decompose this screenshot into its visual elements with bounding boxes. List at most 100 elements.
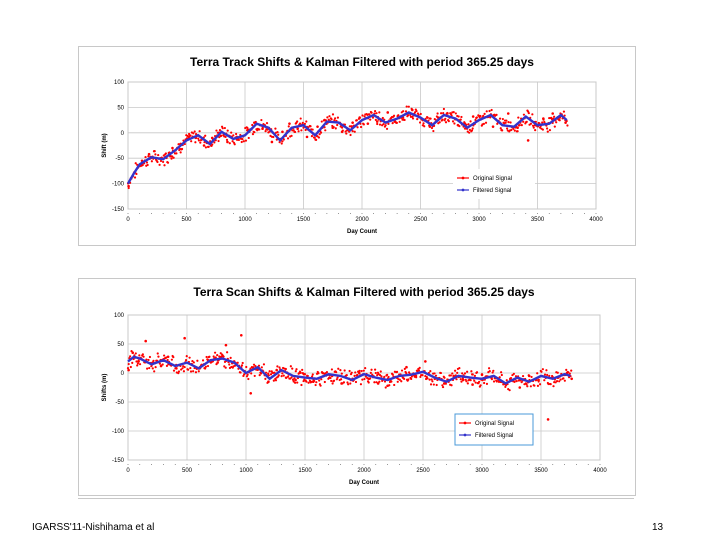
original-signal-point: [224, 343, 228, 347]
original-signal-point: [177, 143, 180, 146]
original-signal-point: [302, 372, 306, 376]
original-signal-point: [553, 125, 556, 128]
original-signal-point: [467, 123, 470, 126]
original-signal-point: [362, 369, 365, 372]
original-signal-point: [346, 381, 349, 384]
original-signal-point: [137, 360, 140, 363]
x-tick-label: 3000: [472, 217, 486, 223]
original-signal-point: [417, 369, 421, 372]
original-signal-point: [224, 366, 227, 369]
original-signal-point: [171, 146, 174, 150]
original-signal-point: [265, 122, 269, 125]
original-signal-point: [418, 366, 421, 369]
original-signal-point: [306, 374, 309, 378]
original-signal-point: [191, 359, 194, 363]
x-tick-label: 3500: [534, 468, 548, 474]
legend-label: Filtered Signal: [475, 433, 513, 439]
legend-box: [454, 413, 534, 446]
original-signal-point: [264, 377, 267, 380]
scan-shift-chart: Terra Scan Shifts & Kalman Filtered with…: [78, 278, 636, 496]
original-signal-point: [206, 364, 210, 368]
original-signal-point: [378, 380, 381, 383]
original-signal-point: [543, 379, 546, 382]
original-signal-point: [241, 361, 244, 365]
original-signal-point: [505, 379, 508, 382]
original-signal-point: [374, 371, 377, 375]
original-signal-point: [275, 368, 278, 372]
original-signal-point: [267, 380, 270, 383]
original-signal-point: [331, 126, 335, 130]
original-signal-point: [340, 382, 343, 385]
original-signal-point: [456, 371, 459, 374]
original-signal-point: [452, 374, 455, 378]
original-signal-point: [187, 132, 191, 136]
original-signal-point: [400, 380, 403, 383]
original-signal-point: [215, 129, 218, 132]
original-signal-point: [170, 157, 173, 160]
original-signal-point: [541, 368, 544, 371]
original-signal-point: [301, 368, 304, 371]
original-signal-point: [180, 147, 184, 151]
original-signal-point: [183, 336, 186, 340]
original-signal-point: [536, 372, 539, 375]
original-signal-point: [375, 120, 379, 123]
original-signal-point: [527, 374, 531, 378]
original-signal-point: [323, 118, 326, 122]
original-signal-point: [314, 383, 317, 387]
original-signal-point: [269, 373, 273, 376]
original-signal-point: [296, 127, 299, 131]
original-signal-point: [177, 370, 181, 373]
original-signal-point: [213, 141, 216, 144]
original-signal-point: [510, 128, 513, 132]
original-signal-point: [474, 118, 477, 122]
original-signal-point: [525, 120, 528, 123]
original-signal-point: [286, 375, 290, 378]
original-signal-point: [293, 381, 297, 384]
original-signal-point: [148, 366, 151, 370]
x-tick-label: 2500: [416, 468, 430, 474]
original-signal-point: [177, 372, 180, 375]
original-signal-point: [287, 125, 290, 128]
original-signal-point: [292, 380, 295, 383]
original-signal-point: [249, 392, 253, 395]
original-signal-point: [500, 371, 503, 374]
original-signal-point: [147, 155, 150, 158]
original-signal-point: [397, 114, 400, 117]
original-signal-point: [556, 371, 559, 374]
original-signal-point: [141, 353, 144, 356]
original-signal-point: [482, 122, 486, 125]
original-signal-point: [260, 118, 263, 122]
original-signal-point: [451, 372, 454, 375]
original-signal-point: [345, 132, 348, 135]
original-signal-point: [526, 385, 529, 388]
original-signal-point: [298, 122, 302, 125]
original-signal-point: [204, 146, 208, 149]
original-signal-point: [350, 371, 353, 374]
original-signal-point: [141, 163, 144, 167]
original-signal-point: [568, 372, 571, 375]
original-signal-point: [563, 114, 566, 117]
original-signal-point: [291, 367, 294, 370]
original-signal-point: [541, 128, 544, 131]
original-signal-point: [315, 138, 318, 141]
original-signal-point: [127, 186, 130, 190]
original-signal-point: [392, 114, 396, 117]
original-signal-point: [157, 153, 160, 157]
original-signal-point: [407, 378, 410, 381]
original-signal-point: [342, 381, 346, 384]
original-signal-point: [410, 375, 414, 378]
original-signal-point: [147, 152, 151, 156]
original-signal-point: [356, 373, 359, 377]
original-signal-point: [487, 367, 491, 370]
legend-label: Filtered Signal: [473, 188, 511, 194]
original-signal-point: [447, 120, 450, 123]
original-signal-point: [199, 141, 202, 144]
original-signal-point: [264, 130, 267, 133]
original-signal-point: [304, 128, 307, 132]
original-signal-point: [211, 143, 214, 146]
original-signal-point: [492, 369, 495, 372]
original-signal-point: [251, 133, 255, 136]
original-signal-point: [391, 121, 394, 125]
original-signal-point: [495, 113, 498, 116]
original-signal-point: [282, 138, 285, 141]
